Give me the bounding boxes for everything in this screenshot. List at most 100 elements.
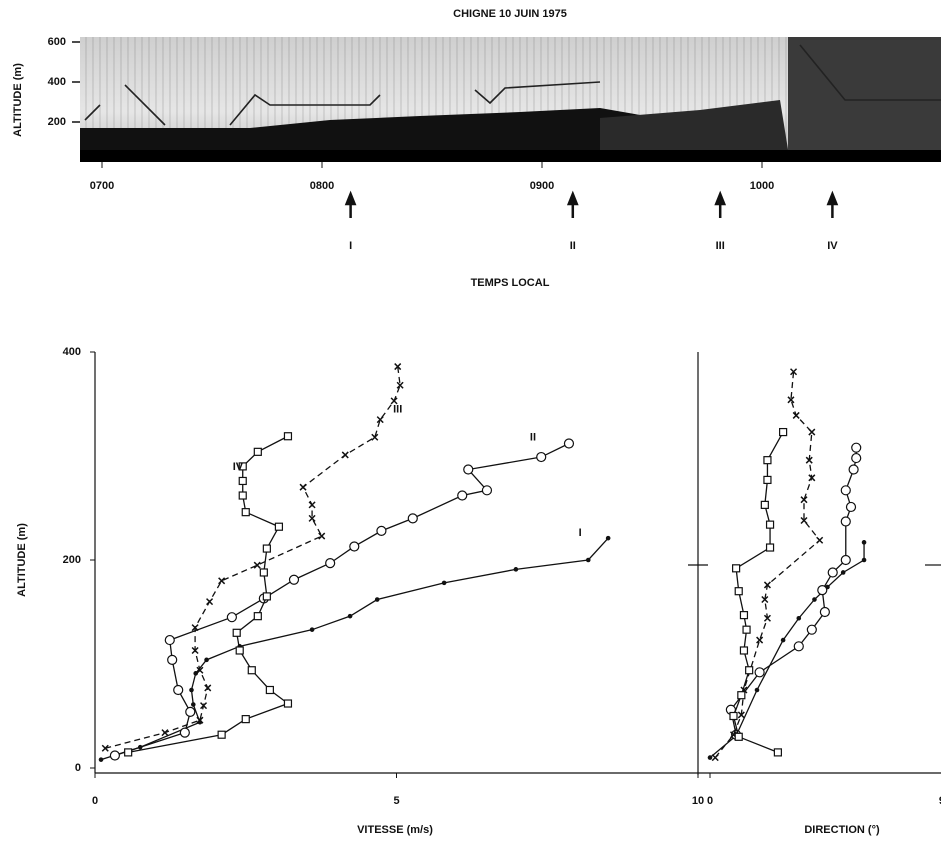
- point: [809, 429, 815, 435]
- point: [755, 668, 764, 677]
- point: [862, 558, 867, 563]
- point: [319, 533, 325, 539]
- event-arrow: [569, 194, 577, 218]
- point: [254, 613, 261, 620]
- point: [755, 688, 760, 693]
- point: [168, 655, 177, 664]
- point: [780, 429, 787, 436]
- point: [767, 521, 774, 528]
- point: [254, 562, 260, 568]
- point: [761, 501, 768, 508]
- point: [564, 439, 573, 448]
- point: [165, 636, 174, 645]
- x-tick-label: 0: [707, 795, 713, 807]
- point: [514, 567, 519, 572]
- point: [239, 477, 246, 484]
- point: [537, 453, 546, 462]
- event-label: IV: [827, 240, 838, 252]
- point: [162, 730, 168, 736]
- x-tick-label: 10: [692, 795, 704, 807]
- point: [841, 556, 850, 565]
- y-tick-label: 200: [63, 554, 81, 566]
- point: [397, 382, 403, 388]
- y-tick-label: 200: [48, 116, 66, 128]
- point: [227, 613, 236, 622]
- point: [260, 569, 267, 576]
- point: [746, 667, 753, 674]
- point: [774, 749, 781, 756]
- y-tick-label: 0: [75, 762, 81, 774]
- point: [275, 523, 282, 530]
- event-arrow: [716, 194, 724, 218]
- point: [377, 526, 386, 535]
- series-line: [101, 538, 608, 760]
- series-line: [710, 542, 864, 757]
- point: [735, 733, 742, 740]
- point: [350, 542, 359, 551]
- point: [841, 517, 850, 526]
- point: [818, 586, 827, 595]
- point: [219, 578, 225, 584]
- point: [289, 575, 298, 584]
- point: [738, 692, 745, 699]
- point: [189, 688, 194, 693]
- series-line: [731, 448, 856, 735]
- point: [828, 568, 837, 577]
- point: [794, 642, 803, 651]
- point: [300, 484, 306, 490]
- point: [586, 558, 591, 563]
- point: [326, 559, 335, 568]
- point: [712, 755, 718, 761]
- x-tick-label: 0800: [310, 180, 334, 192]
- point: [236, 647, 243, 654]
- x-axis-title: VITESSE (m/s): [357, 824, 433, 836]
- series-line: [105, 367, 400, 749]
- point: [849, 465, 858, 474]
- x-tick-label: 0900: [530, 180, 554, 192]
- x-tick-label: 0700: [90, 180, 114, 192]
- series-line: [115, 444, 569, 756]
- y-tick-label: 400: [48, 76, 66, 88]
- point: [812, 597, 817, 602]
- point: [110, 751, 119, 760]
- point: [99, 757, 104, 762]
- point: [793, 412, 799, 418]
- point: [740, 612, 747, 619]
- x-tick-label: 1000: [750, 180, 774, 192]
- y-tick-label: 400: [63, 346, 81, 358]
- point: [852, 454, 861, 463]
- sodar-record: [80, 37, 941, 162]
- point: [807, 625, 816, 634]
- point: [263, 593, 270, 600]
- point: [862, 540, 867, 545]
- x-axis-title: TEMPS LOCAL: [471, 277, 550, 289]
- point: [733, 565, 740, 572]
- point: [764, 476, 771, 483]
- point: [482, 486, 491, 495]
- point: [309, 502, 315, 508]
- event-arrow: [828, 194, 836, 218]
- point: [820, 608, 829, 617]
- point: [125, 749, 132, 756]
- event-label: II: [570, 240, 576, 252]
- point: [796, 616, 801, 621]
- series-label: I: [579, 527, 582, 539]
- point: [735, 588, 742, 595]
- point: [174, 686, 183, 695]
- point: [204, 658, 209, 663]
- point: [186, 707, 195, 716]
- point: [239, 492, 246, 499]
- point: [180, 728, 189, 737]
- series-label: IV: [233, 461, 244, 473]
- point: [242, 509, 249, 516]
- point: [801, 497, 807, 503]
- event-label: I: [349, 240, 352, 252]
- point: [342, 452, 348, 458]
- x-tick-label: 0: [92, 795, 98, 807]
- point: [743, 626, 750, 633]
- figure: CHIGNE 10 JUIN 1975 ALTITUDE (m) TEMPS L…: [0, 0, 941, 841]
- y-axis-title: ALTITUDE (m): [12, 63, 24, 137]
- chart-title: CHIGNE 10 JUIN 1975: [453, 8, 567, 20]
- point: [218, 731, 225, 738]
- point: [205, 685, 211, 691]
